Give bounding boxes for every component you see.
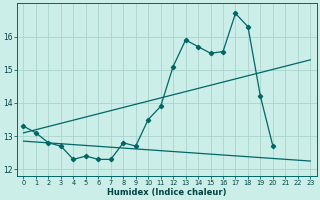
- X-axis label: Humidex (Indice chaleur): Humidex (Indice chaleur): [107, 188, 227, 197]
